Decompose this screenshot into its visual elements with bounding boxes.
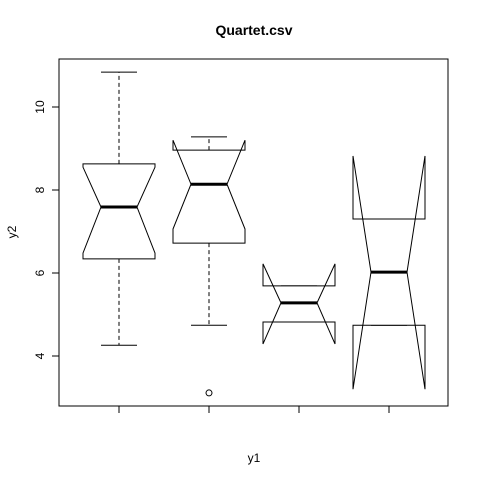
y-tick-label: 4	[33, 352, 47, 359]
y-axis-label: y2	[5, 225, 19, 238]
box	[172, 140, 246, 244]
y-tick-label: 8	[33, 186, 47, 193]
chart-title: Quartet.csv	[215, 22, 292, 38]
y-tick-label: 10	[33, 100, 47, 114]
outlier	[205, 389, 213, 397]
x-axis-label: y1	[248, 451, 261, 465]
box	[82, 163, 156, 260]
y-tick-label: 6	[33, 269, 47, 276]
plot-frame	[58, 58, 449, 407]
